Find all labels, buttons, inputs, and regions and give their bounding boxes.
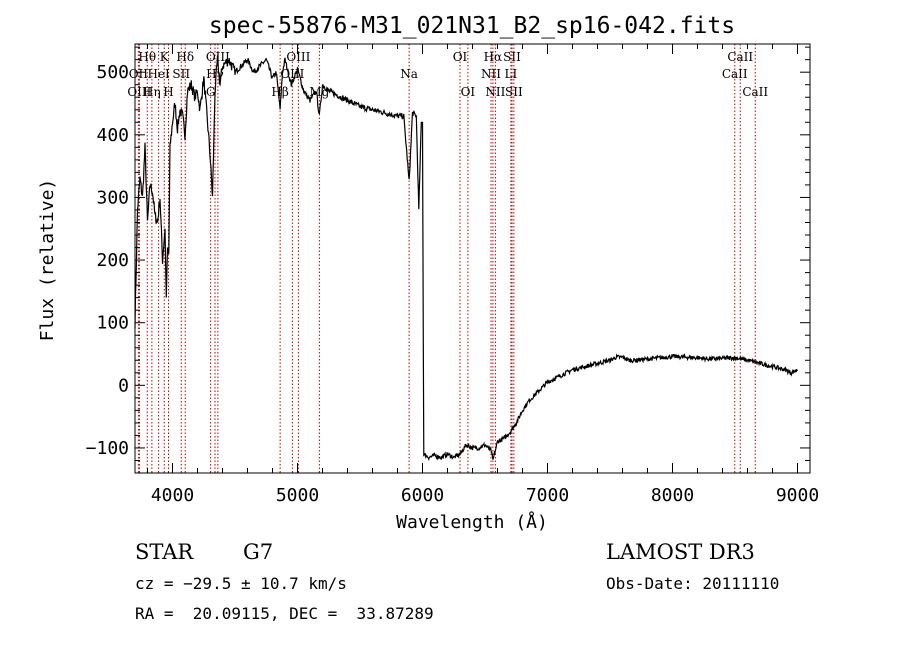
y-tick-label: 100 [96, 313, 129, 334]
survey-name: LAMOST DR3 [606, 540, 755, 564]
line-label: H [163, 85, 173, 99]
x-axis: 4000 5000 6000 7000 8000 9000 [147, 44, 819, 506]
x-axis-label: Wavelength (Å) [396, 511, 548, 533]
subclass: G7 [243, 540, 274, 564]
chart-title: spec-55876-M31_021N31_B2_sp16-042.fits [209, 13, 735, 39]
x-tick-label: 5000 [276, 485, 319, 506]
spectrum-line [134, 55, 799, 462]
obs-date: Obs-Date: 20111110 [606, 574, 780, 593]
line-label: OII [129, 67, 149, 81]
line-label: CaII [722, 67, 748, 81]
line-label: NII [481, 67, 501, 81]
line-label: OI [461, 85, 476, 99]
line-label: Hβ [271, 85, 288, 99]
ra-dec: RA = 20.09115, DEC = 33.87289 [135, 604, 434, 623]
line-label: Na [400, 67, 418, 81]
line-label: OIII [127, 85, 151, 99]
y-tick-label: 500 [96, 62, 129, 83]
y-tick-label: 0 [118, 375, 129, 396]
line-label: SII [172, 67, 190, 81]
line-label: SII [503, 50, 521, 64]
x-tick-label: 9000 [776, 485, 819, 506]
y-tick-label: −100 [86, 438, 129, 459]
plot-frame [134, 43, 811, 474]
line-label: Hα [484, 50, 503, 64]
line-label: SII [505, 85, 523, 99]
line-label: Hδ [176, 50, 194, 64]
line-label: Hθ [138, 50, 156, 64]
y-tick-label: 300 [96, 187, 129, 208]
line-label: OI [453, 50, 468, 64]
redshift-cz: cz = −29.5 ± 10.7 km/s [135, 574, 347, 593]
emission-line-markers [137, 44, 756, 473]
line-label: LI [505, 67, 518, 81]
line-label: HeI [147, 67, 170, 81]
y-axis-label: Flux (relative) [37, 179, 58, 342]
object-class: STAR [135, 540, 194, 564]
x-tick-label: 6000 [401, 485, 444, 506]
x-tick-label: 8000 [651, 485, 694, 506]
spectrum [134, 55, 799, 462]
line-label: NII [485, 85, 505, 99]
line-label: G [206, 85, 216, 99]
line-label: Hη [143, 85, 161, 99]
y-axis: −100 0 100 200 300 400 500 [86, 46, 810, 461]
y-tick-label: 400 [96, 125, 129, 146]
x-tick-label: 4000 [151, 485, 194, 506]
line-label: CaII [742, 85, 768, 99]
x-tick-label: 7000 [526, 485, 569, 506]
line-label: OIII [286, 50, 310, 64]
y-tick-label: 200 [96, 250, 129, 271]
line-label: CaII [727, 50, 753, 64]
line-label: K [160, 50, 170, 64]
